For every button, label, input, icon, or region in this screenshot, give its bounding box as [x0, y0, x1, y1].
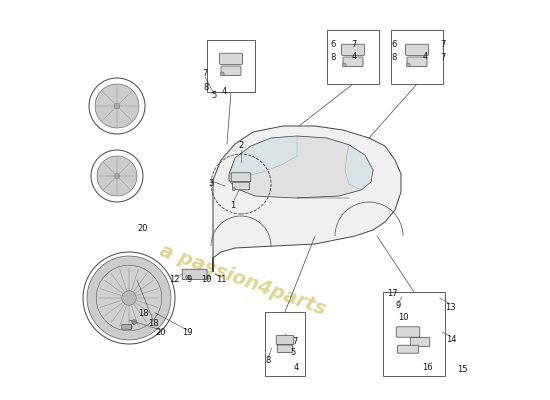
FancyBboxPatch shape [231, 173, 251, 182]
Circle shape [97, 156, 137, 196]
FancyBboxPatch shape [342, 44, 365, 55]
Text: 4: 4 [422, 52, 428, 61]
Text: 6: 6 [331, 40, 336, 49]
Circle shape [95, 84, 139, 128]
Text: 10: 10 [398, 314, 408, 322]
Text: 5: 5 [290, 348, 296, 357]
FancyBboxPatch shape [276, 336, 294, 344]
FancyBboxPatch shape [343, 57, 363, 66]
Text: 9: 9 [395, 302, 401, 310]
FancyBboxPatch shape [265, 312, 305, 376]
FancyBboxPatch shape [221, 66, 241, 76]
Circle shape [186, 275, 190, 279]
Polygon shape [213, 126, 401, 272]
FancyBboxPatch shape [277, 345, 293, 353]
Text: 18: 18 [138, 310, 148, 318]
Text: 20: 20 [138, 224, 148, 233]
Text: 7: 7 [441, 54, 446, 62]
Circle shape [128, 324, 132, 329]
Text: 10: 10 [201, 276, 211, 284]
Circle shape [132, 320, 136, 324]
FancyBboxPatch shape [207, 40, 255, 92]
FancyBboxPatch shape [410, 338, 430, 346]
FancyBboxPatch shape [398, 345, 419, 353]
FancyBboxPatch shape [383, 292, 445, 376]
Text: 5: 5 [212, 91, 217, 100]
FancyBboxPatch shape [233, 182, 249, 190]
FancyBboxPatch shape [182, 269, 207, 280]
Circle shape [406, 63, 410, 67]
FancyBboxPatch shape [391, 30, 443, 84]
Text: 6: 6 [392, 40, 397, 49]
FancyBboxPatch shape [219, 53, 243, 64]
FancyBboxPatch shape [327, 30, 379, 84]
Text: 8: 8 [392, 54, 397, 62]
Text: 18: 18 [148, 319, 158, 328]
Text: 4: 4 [222, 87, 227, 96]
Circle shape [232, 188, 235, 191]
Circle shape [96, 265, 162, 331]
FancyBboxPatch shape [396, 327, 420, 337]
Text: a passion4parts: a passion4parts [157, 241, 329, 319]
Text: 14: 14 [446, 336, 456, 344]
Circle shape [91, 150, 143, 202]
Text: 12: 12 [169, 276, 179, 284]
Text: 8: 8 [266, 356, 271, 365]
Circle shape [114, 103, 120, 109]
Text: 7: 7 [292, 338, 298, 346]
FancyBboxPatch shape [405, 44, 428, 55]
Text: 4: 4 [351, 52, 357, 61]
Circle shape [87, 256, 171, 340]
Text: 8: 8 [331, 54, 336, 62]
Text: 4: 4 [294, 364, 299, 372]
Circle shape [122, 291, 136, 305]
Text: 7: 7 [202, 70, 208, 78]
Circle shape [207, 275, 211, 279]
Polygon shape [345, 145, 373, 190]
FancyBboxPatch shape [407, 57, 427, 66]
Text: 2: 2 [238, 142, 244, 150]
Polygon shape [229, 136, 297, 178]
Circle shape [89, 78, 145, 134]
Text: 20: 20 [156, 328, 166, 337]
Text: 1: 1 [230, 202, 235, 210]
Text: 13: 13 [445, 303, 455, 312]
Text: 9: 9 [186, 276, 191, 284]
Circle shape [220, 72, 224, 76]
Circle shape [114, 173, 119, 178]
FancyBboxPatch shape [122, 324, 131, 329]
Text: 17: 17 [387, 290, 398, 298]
Text: 15: 15 [457, 366, 467, 374]
Polygon shape [229, 136, 373, 198]
Text: 8: 8 [204, 83, 209, 92]
Circle shape [83, 252, 175, 344]
Text: 3: 3 [208, 180, 214, 188]
Text: 19: 19 [182, 328, 192, 337]
Text: 7: 7 [441, 40, 446, 49]
Text: 7: 7 [351, 40, 357, 49]
Circle shape [342, 63, 346, 67]
Text: 16: 16 [422, 364, 432, 372]
Text: 11: 11 [216, 276, 226, 284]
